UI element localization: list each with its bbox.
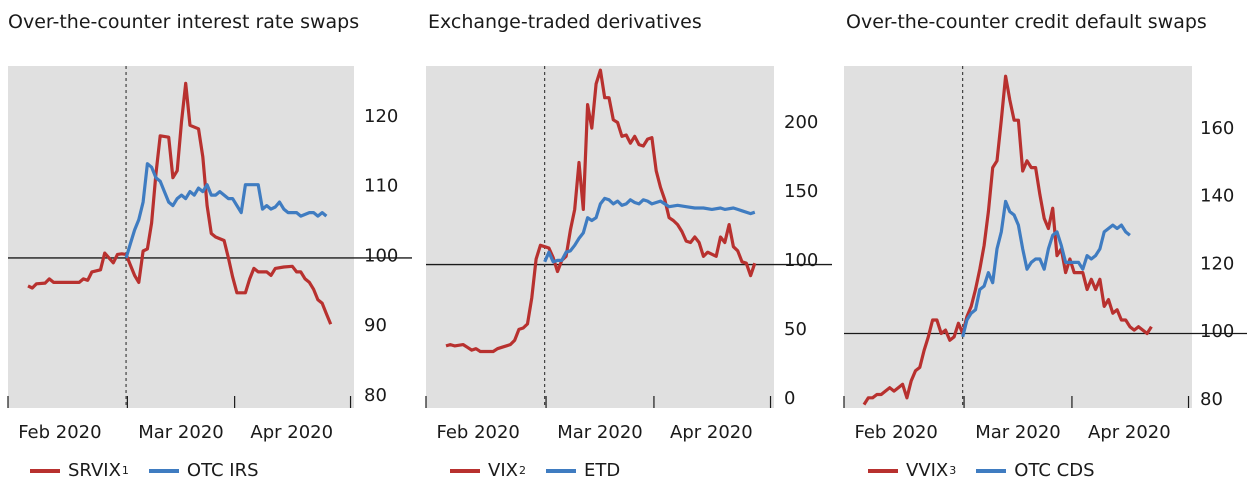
y-tick-label: 160 xyxy=(1200,118,1234,139)
legend-label-vix: VIX xyxy=(488,460,518,481)
series-line-etd xyxy=(543,196,756,264)
panel-irs: Over-the-counter interest rate swaps Feb… xyxy=(0,0,415,484)
legend-swatch-vvix xyxy=(868,469,898,473)
chart-etd: Feb 2020 Mar 2020 Apr 2020 0 50 100 150 200 xyxy=(425,66,832,443)
panel-title: Exchange-traded derivatives xyxy=(428,11,702,33)
y-tick-label: 120 xyxy=(364,106,398,127)
y-tick-label: 80 xyxy=(364,385,387,406)
series-line-vix xyxy=(445,68,757,354)
y-tick-label: 90 xyxy=(364,315,387,336)
x-tick-label: Mar 2020 xyxy=(557,422,643,443)
legend: VVIX 3 OTC CDS xyxy=(868,460,1115,482)
panel-title: Over-the-counter interest rate swaps xyxy=(8,11,360,33)
legend-label-vvix: VVIX xyxy=(906,460,949,481)
plot-area xyxy=(844,66,1192,408)
legend-item-etd: ETD xyxy=(545,460,621,482)
x-tick-label: Apr 2020 xyxy=(250,422,333,443)
panel-title: Over-the-counter credit default swaps xyxy=(846,11,1207,33)
chart-irs: Feb 2020 Mar 2020 Apr 2020 80 90 100 110 120 xyxy=(7,66,412,443)
x-tick-label: Feb 2020 xyxy=(436,422,519,443)
y-tick-label: 0 xyxy=(784,388,795,409)
panel-etd: Exchange-traded derivatives Feb 2020 Mar … xyxy=(420,0,835,484)
chart-cds: Feb 2020 Mar 2020 Apr 2020 80 100 120 140 160 xyxy=(843,66,1247,443)
y-tick-label: 50 xyxy=(784,319,807,340)
legend-note-vix: 2 xyxy=(518,464,526,477)
y-tick-label: 200 xyxy=(784,112,818,133)
y-tick-label: 110 xyxy=(364,176,398,197)
legend-label-otc-irs: OTC IRS xyxy=(186,460,259,481)
legend-label-otc-cds: OTC CDS xyxy=(1014,460,1095,481)
legend-note-vvix: 3 xyxy=(949,464,957,477)
x-tick-label: Apr 2020 xyxy=(670,422,753,443)
series-line-vvix xyxy=(862,74,1153,406)
y-tick-label: 140 xyxy=(1200,186,1234,207)
y-tick-label: 80 xyxy=(1200,389,1223,410)
panel-cds: Over-the-counter credit default swaps Fe… xyxy=(838,0,1247,484)
legend-label-srvix: SRVIX xyxy=(68,460,121,481)
legend-item-otc-cds: OTC CDS xyxy=(976,460,1095,482)
legend: VIX 2 ETD xyxy=(450,460,640,482)
legend-swatch-srvix xyxy=(30,469,60,473)
y-tick-label: 100 xyxy=(1200,321,1234,342)
legend-item-otc-irs: OTC IRS xyxy=(148,460,259,482)
legend-note-srvix: 1 xyxy=(121,464,129,477)
y-tick-label: 100 xyxy=(364,245,398,266)
legend-swatch-otc-irs xyxy=(148,469,179,473)
x-tick-label: Mar 2020 xyxy=(138,422,224,443)
y-tick-label: 150 xyxy=(784,181,818,202)
series-line-otc-cds xyxy=(961,199,1131,338)
legend-label-etd: ETD xyxy=(583,460,621,481)
legend-swatch-vix xyxy=(450,469,480,473)
legend: SRVIX 1 OTC IRS xyxy=(30,460,279,482)
legend-item-vix: VIX 2 xyxy=(450,460,526,482)
legend-item-vvix: VVIX 3 xyxy=(868,460,956,482)
x-tick-label: Mar 2020 xyxy=(975,422,1061,443)
x-tick-label: Feb 2020 xyxy=(18,422,101,443)
legend-swatch-otc-cds xyxy=(976,469,1007,473)
legend-item-srvix: SRVIX 1 xyxy=(30,460,129,482)
x-tick-label: Apr 2020 xyxy=(1088,422,1171,443)
series-line-srvix xyxy=(27,81,333,325)
x-tick-label: Feb 2020 xyxy=(854,422,937,443)
series-line-otc-irs xyxy=(124,162,328,259)
y-tick-label: 120 xyxy=(1200,253,1234,274)
y-tick-label: 100 xyxy=(784,250,818,271)
legend-swatch-etd xyxy=(545,469,576,473)
